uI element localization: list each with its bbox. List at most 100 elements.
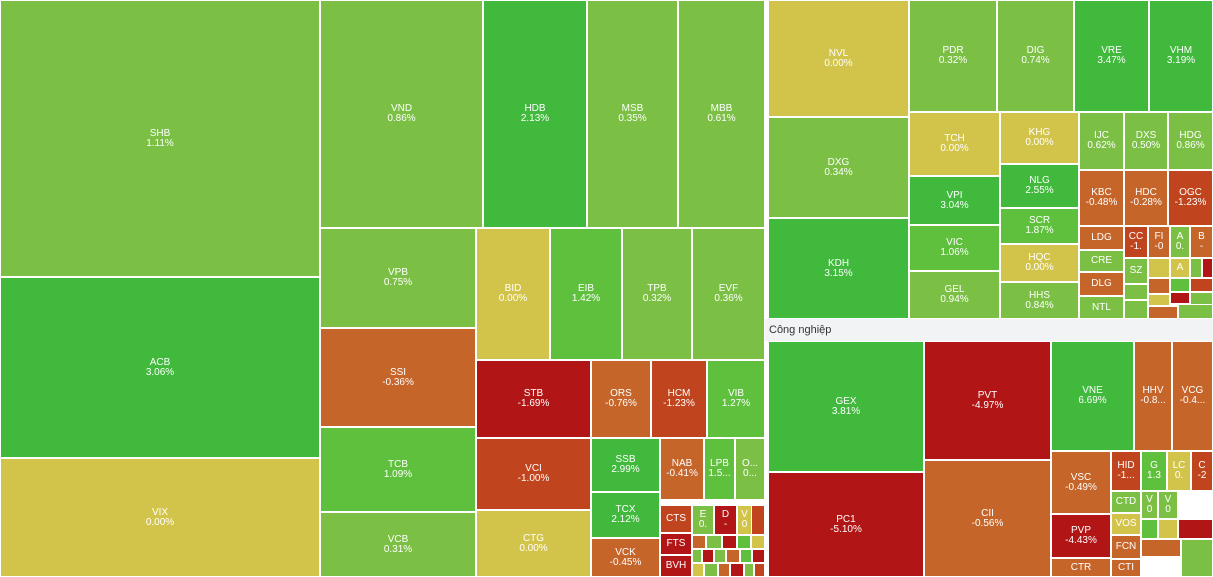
stock-tile-vre[interactable]: VRE 3.47% <box>1074 0 1149 112</box>
stock-tile-kbc[interactable]: KBC -0.48% <box>1079 170 1124 226</box>
stock-tile-g[interactable]: G 1.3 <box>1141 451 1167 491</box>
mini-stock-tile[interactable] <box>1148 306 1178 319</box>
stock-tile-pvt[interactable]: PVT -4.97% <box>924 341 1051 460</box>
stock-tile-hqc[interactable]: HQC 0.00% <box>1000 244 1079 282</box>
stock-tile-fi[interactable]: FI -0 <box>1148 226 1170 258</box>
stock-tile-fcn[interactable]: FCN <box>1111 535 1141 559</box>
stock-tile-vos[interactable]: VOS <box>1111 513 1141 535</box>
mini-stock-tile[interactable] <box>751 505 765 535</box>
stock-tile-pc1[interactable]: PC1 -5.10% <box>768 472 924 577</box>
stock-tile-scr[interactable]: SCR 1.87% <box>1000 208 1079 244</box>
mini-stock-tile[interactable] <box>1181 539 1213 577</box>
stock-tile-sz[interactable]: SZ <box>1124 258 1148 284</box>
stock-tile-nvl[interactable]: NVL 0.00% <box>768 0 909 117</box>
mini-stock-tile[interactable] <box>754 563 765 577</box>
stock-tile-d[interactable]: D- <box>714 505 737 535</box>
stock-tile-ldg[interactable]: LDG <box>1079 226 1124 250</box>
mini-stock-tile[interactable] <box>692 563 704 577</box>
stock-tile-pdr[interactable]: PDR 0.32% <box>909 0 997 112</box>
mini-stock-tile[interactable] <box>726 549 740 563</box>
stock-tile-cc[interactable]: CC -1. <box>1124 226 1148 258</box>
mini-stock-tile[interactable] <box>730 563 744 577</box>
stock-tile-e[interactable]: E 0. <box>692 505 714 535</box>
stock-tile-eib[interactable]: EIB 1.42% <box>550 228 622 360</box>
stock-tile-acb[interactable]: ACB 3.06% <box>0 277 320 458</box>
stock-tile-hdc[interactable]: HDC -0.28% <box>1124 170 1168 226</box>
stock-tile-cii[interactable]: CII -0.56% <box>924 460 1051 577</box>
mini-stock-tile[interactable] <box>737 535 751 549</box>
mini-stock-tile[interactable] <box>740 549 752 563</box>
stock-tile-hdb[interactable]: HDB 2.13% <box>483 0 587 228</box>
mini-stock-tile[interactable] <box>1190 278 1213 292</box>
stock-tile-tch[interactable]: TCH 0.00% <box>909 112 1000 176</box>
stock-tile-tcb[interactable]: TCB 1.09% <box>320 427 476 512</box>
stock-tile-hid[interactable]: HID -1... <box>1111 451 1141 491</box>
stock-tile-hdg[interactable]: HDG 0.86% <box>1168 112 1213 170</box>
stock-tile-b[interactable]: B- <box>1190 226 1213 258</box>
stock-tile-c[interactable]: C -2 <box>1191 451 1213 491</box>
mini-stock-tile[interactable] <box>1148 258 1170 278</box>
stock-tile-ctd[interactable]: CTD <box>1111 491 1141 513</box>
mini-stock-tile[interactable] <box>1170 292 1190 304</box>
stock-tile-vnd[interactable]: VND 0.86% <box>320 0 483 228</box>
stock-tile-vcg[interactable]: VCG -0.4... <box>1172 341 1213 451</box>
stock-tile-bvh[interactable]: BVH <box>660 555 692 577</box>
stock-tile-dig[interactable]: DIG 0.74% <box>997 0 1074 112</box>
stock-tile-a[interactable]: A 0. <box>1170 226 1190 258</box>
mini-stock-tile[interactable] <box>702 549 714 563</box>
mini-stock-tile[interactable] <box>1202 258 1213 278</box>
stock-tile-gex[interactable]: GEX 3.81% <box>768 341 924 472</box>
stock-tile-o[interactable]: O... 0... <box>735 438 765 500</box>
stock-tile-dxs[interactable]: DXS 0.50% <box>1124 112 1168 170</box>
stock-tile-ors[interactable]: ORS -0.76% <box>591 360 651 438</box>
stock-tile-lc[interactable]: LC 0. <box>1167 451 1191 491</box>
stock-tile-vsc[interactable]: VSC -0.49% <box>1051 451 1111 514</box>
stock-tile-dxg[interactable]: DXG 0.34% <box>768 117 909 218</box>
mini-stock-tile[interactable] <box>1141 519 1158 539</box>
mini-stock-tile[interactable] <box>1178 304 1213 319</box>
stock-tile-mbb[interactable]: MBB 0.61% <box>678 0 765 228</box>
stock-tile-ntl[interactable]: NTL <box>1079 296 1124 319</box>
stock-tile-stb[interactable]: STB -1.69% <box>476 360 591 438</box>
stock-tile-shb[interactable]: SHB 1.11% <box>0 0 320 277</box>
mini-stock-tile[interactable] <box>1170 278 1190 292</box>
mini-stock-tile[interactable] <box>1190 258 1202 278</box>
stock-tile-ssi[interactable]: SSI -0.36% <box>320 328 476 427</box>
stock-tile-tcx[interactable]: TCX 2.12% <box>591 492 660 538</box>
mini-stock-tile[interactable] <box>714 549 726 563</box>
mini-stock-tile[interactable] <box>1148 294 1170 306</box>
stock-tile-vhm[interactable]: VHM 3.19% <box>1149 0 1213 112</box>
stock-tile-gel[interactable]: GEL 0.94% <box>909 271 1000 319</box>
stock-tile-a[interactable]: A <box>1170 258 1190 278</box>
stock-tile-vck[interactable]: VCK -0.45% <box>591 538 660 577</box>
mini-stock-tile[interactable] <box>1124 284 1148 300</box>
mini-stock-tile[interactable] <box>1141 539 1181 557</box>
stock-tile-bid[interactable]: BID 0.00% <box>476 228 550 360</box>
mini-stock-tile[interactable] <box>1158 519 1178 539</box>
mini-stock-tile[interactable] <box>744 563 754 577</box>
stock-tile-hhs[interactable]: HHS 0.84% <box>1000 282 1079 319</box>
stock-tile-ogc[interactable]: OGC -1.23% <box>1168 170 1213 226</box>
stock-tile-dlg[interactable]: DLG <box>1079 272 1124 296</box>
mini-stock-tile[interactable] <box>692 535 706 549</box>
mini-stock-tile[interactable] <box>752 549 765 563</box>
stock-tile-ijc[interactable]: IJC 0.62% <box>1079 112 1124 170</box>
stock-tile-vic[interactable]: VIC 1.06% <box>909 225 1000 271</box>
stock-tile-tpb[interactable]: TPB 0.32% <box>622 228 692 360</box>
stock-tile-cts[interactable]: CTS <box>660 505 692 533</box>
mini-stock-tile[interactable] <box>1124 300 1148 319</box>
stock-tile-kdh[interactable]: KDH 3.15% <box>768 218 909 319</box>
stock-tile-fts[interactable]: FTS <box>660 533 692 555</box>
stock-tile-khg[interactable]: KHG 0.00% <box>1000 112 1079 164</box>
mini-stock-tile[interactable] <box>1178 519 1213 539</box>
stock-tile-msb[interactable]: MSB 0.35% <box>587 0 678 228</box>
stock-tile-nlg[interactable]: NLG 2.55% <box>1000 164 1079 208</box>
stock-tile-ssb[interactable]: SSB 2.99% <box>591 438 660 492</box>
stock-tile-ctg[interactable]: CTG 0.00% <box>476 510 591 577</box>
stock-tile-vpi[interactable]: VPI 3.04% <box>909 176 1000 225</box>
mini-stock-tile[interactable] <box>722 535 737 549</box>
mini-stock-tile[interactable] <box>751 535 765 549</box>
